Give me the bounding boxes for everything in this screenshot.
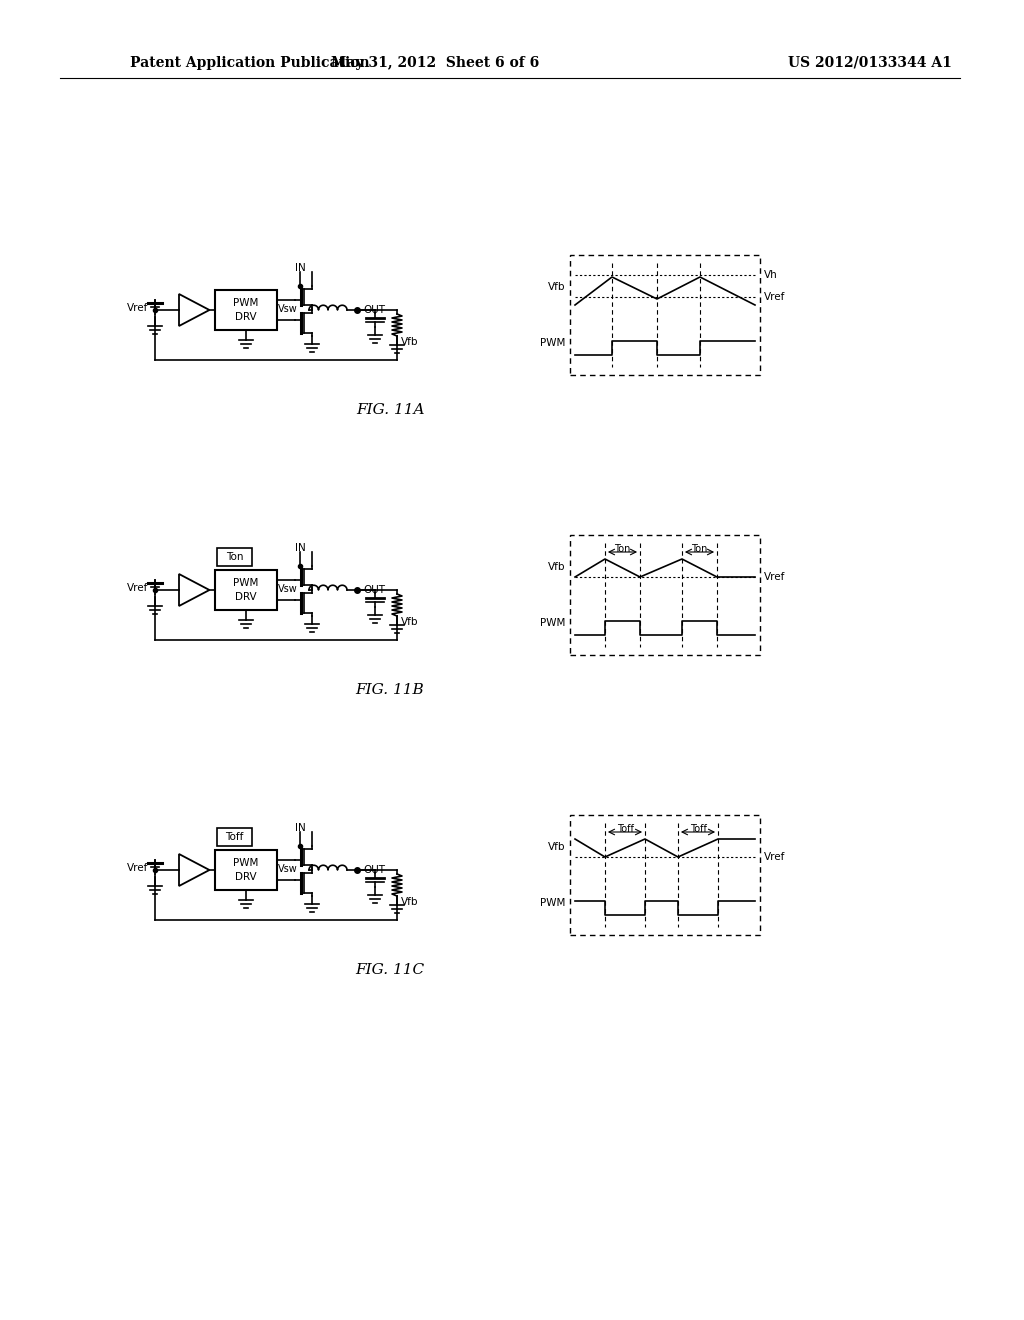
Text: Vsw: Vsw (279, 304, 298, 314)
Text: Vsw: Vsw (279, 865, 298, 874)
Text: Vfb: Vfb (548, 842, 565, 851)
Text: IN: IN (295, 263, 305, 273)
Text: Vref: Vref (127, 304, 148, 313)
Text: PWM: PWM (540, 338, 565, 348)
Text: DRV: DRV (236, 593, 257, 602)
Text: Vfb: Vfb (548, 282, 565, 292)
Text: OUT: OUT (362, 585, 385, 595)
Text: Vref: Vref (764, 851, 785, 862)
Text: DRV: DRV (236, 313, 257, 322)
Bar (570, 535, 760, 655)
Bar (215, 850, 278, 890)
Text: PWM: PWM (233, 578, 259, 587)
Text: Vfb: Vfb (401, 616, 419, 627)
Text: US 2012/0133344 A1: US 2012/0133344 A1 (788, 55, 952, 70)
Text: Ton: Ton (614, 544, 631, 554)
Bar (570, 814, 760, 935)
Bar (215, 290, 278, 330)
Text: Patent Application Publication: Patent Application Publication (130, 55, 370, 70)
Bar (217, 548, 252, 566)
Text: Vref: Vref (127, 863, 148, 873)
Bar (217, 828, 252, 846)
Text: Vsw: Vsw (279, 583, 298, 594)
Text: Ton: Ton (225, 552, 244, 562)
Bar (215, 570, 278, 610)
Text: Vref: Vref (764, 292, 785, 302)
Text: Toff: Toff (689, 824, 707, 834)
Text: Vfb: Vfb (401, 337, 419, 347)
Text: Ton: Ton (691, 544, 708, 554)
Text: OUT: OUT (362, 865, 385, 875)
Text: Vref: Vref (127, 583, 148, 593)
Text: FIG. 11C: FIG. 11C (355, 964, 425, 977)
Text: Vh: Vh (764, 271, 778, 280)
Text: OUT: OUT (362, 305, 385, 315)
Text: May 31, 2012  Sheet 6 of 6: May 31, 2012 Sheet 6 of 6 (331, 55, 539, 70)
Bar (570, 255, 760, 375)
Text: FIG. 11B: FIG. 11B (355, 682, 424, 697)
Text: Vfb: Vfb (401, 898, 419, 907)
Text: Toff: Toff (225, 832, 244, 842)
Text: Vfb: Vfb (548, 562, 565, 572)
Text: Vref: Vref (764, 572, 785, 582)
Text: PWM: PWM (233, 298, 259, 308)
Text: DRV: DRV (236, 873, 257, 882)
Text: IN: IN (295, 822, 305, 833)
Text: PWM: PWM (540, 898, 565, 908)
Text: FIG. 11A: FIG. 11A (355, 403, 424, 417)
Text: IN: IN (295, 543, 305, 553)
Text: PWM: PWM (233, 858, 259, 867)
Text: Toff: Toff (616, 824, 634, 834)
Text: PWM: PWM (540, 618, 565, 628)
